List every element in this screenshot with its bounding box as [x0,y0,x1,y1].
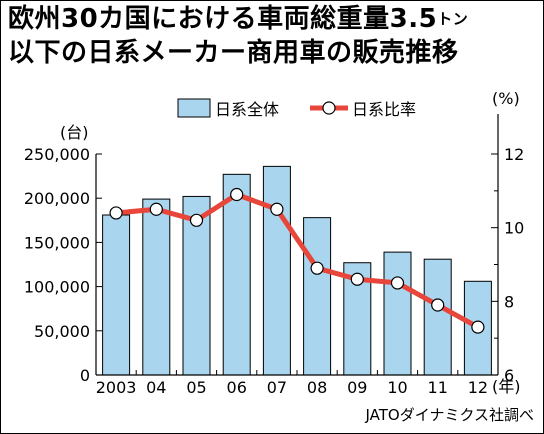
right-tick-label: 12 [504,145,524,164]
line-layer [109,187,485,334]
legend-bar-swatch [177,98,211,118]
ratio-point-05 [189,213,204,227]
left-tick-label: 150,000 [24,233,90,252]
x-axis-unit: (年) [492,377,521,396]
title-line-2: 以下の日系メーカー商用車の販売推移 [8,38,459,68]
x-tick-label: 06 [227,378,247,397]
right-axis-unit: (%) [492,89,520,108]
ratio-point-10 [390,276,405,290]
left-tick-label: 200,000 [24,189,90,208]
ratio-point-2003 [109,206,123,220]
x-tick-label: 2003 [96,378,137,397]
x-tick-label: 12 [468,378,488,397]
bar-10 [383,251,412,376]
ratio-point-07 [270,202,284,216]
ratio-point-11 [431,298,445,312]
title-line-1-unit: トン [437,10,469,28]
title-line-1: 欧州30カ国における車両総重量3.5トン [8,2,468,36]
ratio-point-12 [471,320,485,334]
legend-line-label: 日系比率 [352,100,416,119]
x-tick-label: 09 [347,378,367,397]
ratio-point-06 [230,187,244,202]
legend: 日系全体 日系比率 [177,98,416,119]
bars-layer [102,165,492,376]
left-tick-label: 0 [80,366,90,385]
ratio-point-04 [149,202,163,216]
bar-07 [262,165,291,376]
left-tick-label: 250,000 [24,145,90,164]
right-tick-label: 6 [504,366,514,385]
ratio-point-08 [310,261,324,275]
left-axis-unit: (台) [60,123,89,142]
x-tick-label: 11 [428,378,448,397]
title-line-1-main: 欧州30カ国における車両総重量3.5 [8,4,438,34]
source-note: JATOダイナミクス社調べ [365,406,534,424]
bar-11 [423,258,452,376]
ratio-line [115,192,480,330]
left-tick-label: 50,000 [34,322,90,341]
bar-04 [142,198,171,376]
bar-2003 [102,214,131,376]
legend-line-marker [322,101,336,115]
ratio-point-09 [350,272,364,286]
axes-layer: 0 50,000 100,000 150,000 200,000 250,000 6 8 10 1… [24,114,524,397]
x-tick-label: 05 [186,378,206,397]
x-tick-label: 08 [307,378,327,397]
x-tick-label: 10 [387,378,407,397]
right-tick-label: 8 [504,292,514,311]
x-tick-label: 04 [146,378,166,397]
right-tick-label: 10 [504,219,524,238]
bar-08 [303,217,332,376]
legend-bar-label: 日系全体 [215,100,279,119]
bar-06 [222,173,251,376]
x-tick-label: 07 [267,378,287,397]
chart-title: 欧州30カ国における車両総重量3.5トン 以下の日系メーカー商用車の販売推移 [8,2,468,70]
left-tick-label: 100,000 [24,278,90,297]
